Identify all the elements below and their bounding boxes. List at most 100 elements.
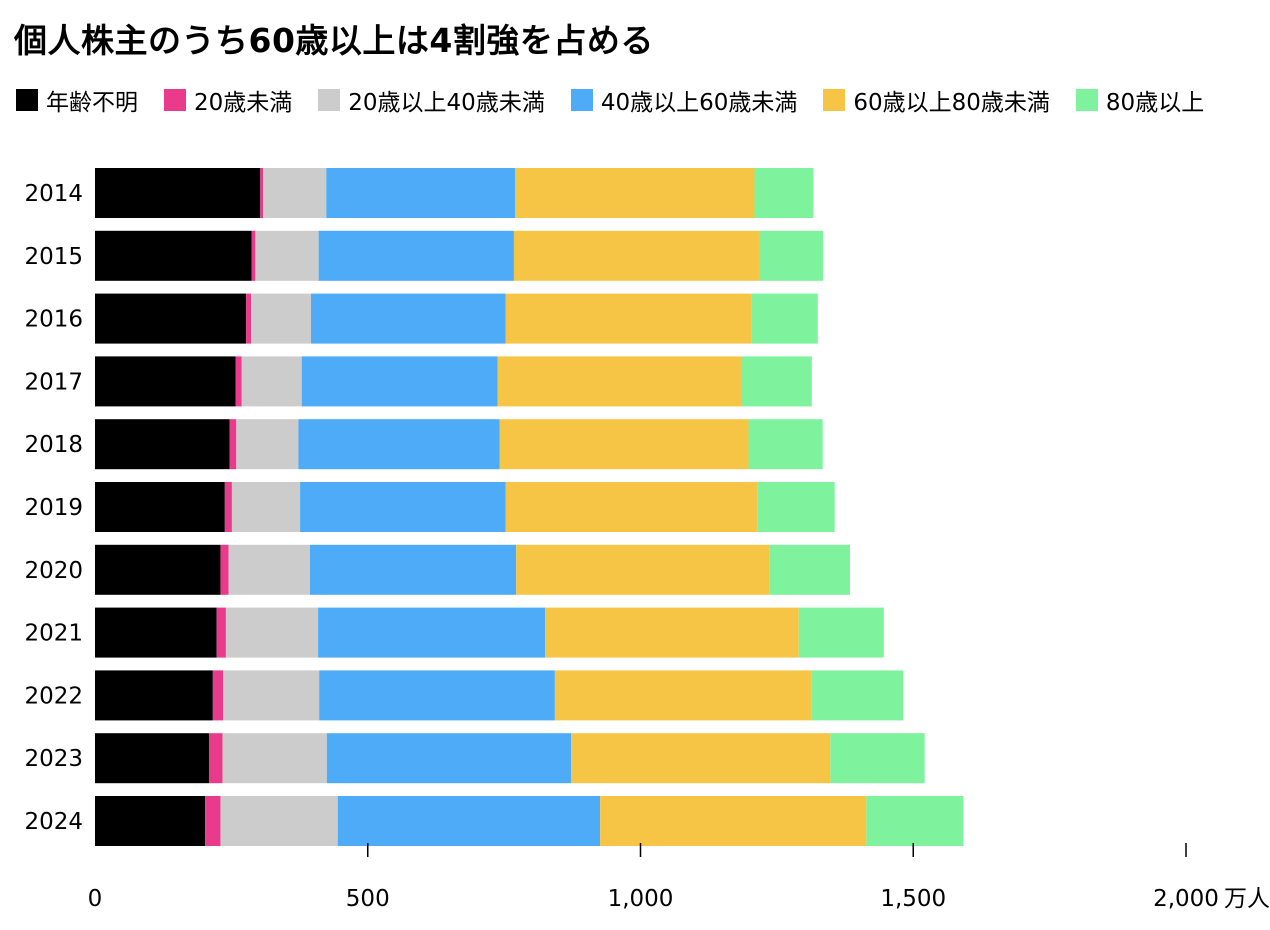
chart-title: 個人株主のうち60歳以上は4割強を占める xyxy=(14,21,654,60)
bar-segment xyxy=(95,356,236,407)
category-label: 2016 xyxy=(24,307,83,333)
bar-segment xyxy=(571,733,831,784)
x-tick-label: 500 xyxy=(346,886,390,912)
bar-segment xyxy=(499,419,749,470)
bar-segment xyxy=(318,607,546,658)
bar-segment xyxy=(741,356,812,407)
category-label: 2023 xyxy=(24,746,83,772)
legend-label: 年齢不明 xyxy=(46,90,138,116)
bar-segment xyxy=(95,168,261,218)
category-label: 2021 xyxy=(24,621,83,647)
bar-segment xyxy=(95,419,230,470)
bar-segment xyxy=(224,482,232,532)
bar-segment xyxy=(225,607,319,658)
bar-segment xyxy=(220,796,338,846)
bar-segment xyxy=(95,544,221,595)
x-tick-label: 2,000 xyxy=(1153,886,1219,912)
bar-segment xyxy=(95,607,217,658)
legend-label: 40歳以上60歳未満 xyxy=(600,90,798,116)
bar-segment xyxy=(759,230,824,281)
legend-swatch xyxy=(318,89,341,111)
legend-label: 60歳以上80歳未満 xyxy=(853,90,1050,116)
bar-segment xyxy=(757,482,835,532)
bar-segment xyxy=(337,796,601,846)
bar-segment xyxy=(505,482,758,532)
bar-segment xyxy=(318,230,514,281)
category-label: 2019 xyxy=(24,495,83,521)
legend-item: 40歳以上60歳未満 xyxy=(570,84,798,116)
bar-segment xyxy=(223,670,320,721)
bar-segment xyxy=(95,482,225,532)
legend-swatch xyxy=(16,89,38,111)
bar-segment xyxy=(222,733,327,784)
legend-label: 80歳以上 xyxy=(1105,90,1205,116)
bar-segment xyxy=(216,607,226,658)
category-label: 2018 xyxy=(24,432,83,458)
category-label: 2024 xyxy=(24,809,83,835)
bar-segment xyxy=(515,168,755,218)
bar-segment xyxy=(228,544,310,595)
bar-segment xyxy=(251,230,256,281)
bar-segment xyxy=(554,670,812,721)
x-tick-label: 1,500 xyxy=(880,886,946,912)
bar-segment xyxy=(319,670,555,721)
legend-item: 20歳以上40歳未満 xyxy=(318,84,545,116)
bar-segment xyxy=(246,293,252,344)
bar-segment xyxy=(209,733,223,784)
bar-segment xyxy=(326,733,572,784)
bar-segment xyxy=(326,168,516,218)
legend-label: 20歳以上40歳未満 xyxy=(348,90,545,116)
x-unit-label: 万人 xyxy=(1224,886,1270,912)
bar-segment xyxy=(263,168,327,218)
bar-segment xyxy=(241,356,302,407)
category-label: 2020 xyxy=(24,558,83,584)
bar-segment xyxy=(229,419,237,470)
bar-segment xyxy=(545,607,799,658)
bar-segment xyxy=(754,168,814,218)
bar-segment xyxy=(748,419,823,470)
bar-segment xyxy=(798,607,884,658)
bar-segment xyxy=(298,419,500,470)
x-tick-label: 1,000 xyxy=(608,886,674,912)
legend-item: 80歳以上 xyxy=(1075,84,1205,116)
bar-segment xyxy=(301,356,498,407)
bar-segment xyxy=(516,544,770,595)
bar-segment xyxy=(236,419,299,470)
bar-segment xyxy=(497,356,742,407)
bar-segment xyxy=(95,733,210,784)
bar-segment xyxy=(220,544,229,595)
bar-segment xyxy=(95,670,213,721)
legend-item: 20歳未満 xyxy=(164,84,292,116)
bar-segment xyxy=(251,293,312,344)
bar-segment xyxy=(235,356,242,407)
bar-segment xyxy=(505,293,752,344)
bar-segment xyxy=(212,670,224,721)
bar-segment xyxy=(600,796,867,846)
legend-item: 60歳以上80歳未満 xyxy=(823,84,1050,116)
bar-segment xyxy=(513,230,760,281)
bar-segment xyxy=(95,796,206,846)
bar-segment xyxy=(866,796,964,846)
bar-segment xyxy=(311,293,506,344)
bar-segment xyxy=(95,230,252,281)
bar-segment xyxy=(300,482,506,532)
legend-swatch xyxy=(823,89,846,111)
category-label: 2014 xyxy=(24,181,83,207)
bar-segment xyxy=(95,293,247,344)
legend-swatch xyxy=(570,89,593,111)
category-label: 2022 xyxy=(24,683,83,709)
legend-swatch xyxy=(164,89,186,111)
bar-segment xyxy=(231,482,301,532)
bar-segment xyxy=(260,168,264,218)
legend-swatch xyxy=(1075,89,1098,111)
bar-segment xyxy=(830,733,925,784)
legend-item: 年齢不明 xyxy=(16,84,138,116)
bar-segment xyxy=(811,670,904,721)
legend: 年齢不明 20歳未満 20歳以上40歳未満 40歳以上60歳未満 60歳以上80歳未満 8… xyxy=(16,84,1256,116)
category-label: 2017 xyxy=(24,369,83,395)
legend-label: 20歳未満 xyxy=(194,90,293,116)
bar-segment xyxy=(751,293,818,344)
bar-segment xyxy=(255,230,319,281)
bar-segment xyxy=(769,544,850,595)
